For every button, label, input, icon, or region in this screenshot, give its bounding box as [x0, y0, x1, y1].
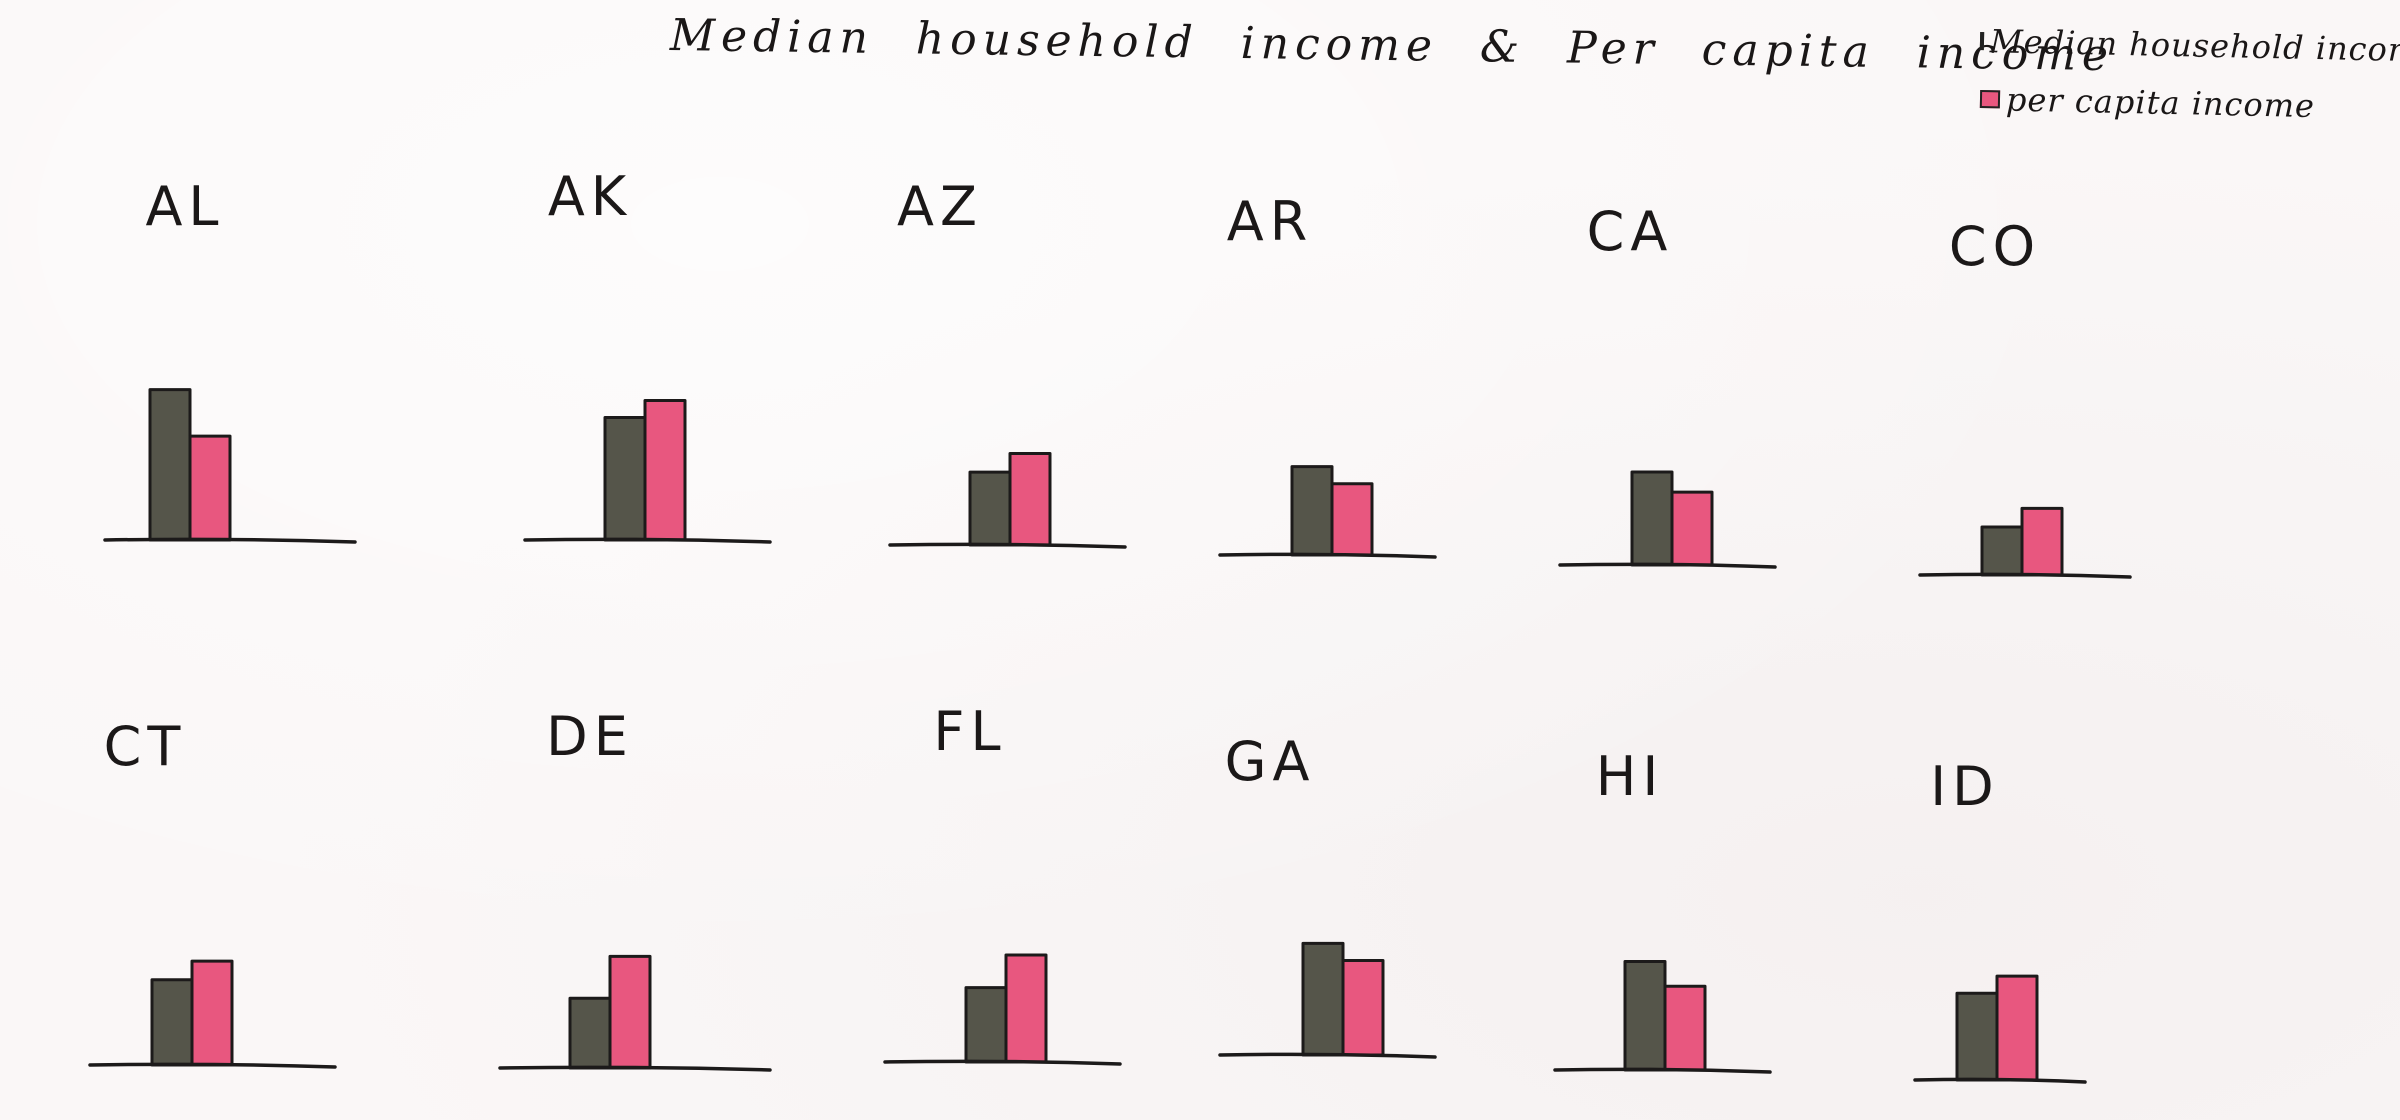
bar-co-per-capita: [2020, 506, 2064, 577]
panel-label-ga: GA: [1225, 730, 1316, 793]
bar-de-per-capita: [608, 954, 652, 1070]
panel-ca: CA: [1558, 200, 1777, 569]
bar-ct-per-capita: [190, 959, 234, 1067]
bar-az-median: [968, 470, 1012, 547]
panel-al: AL: [103, 175, 357, 544]
bar-ar-median: [1290, 465, 1334, 557]
panel-de: DE: [498, 705, 772, 1072]
panel-label-ar: AR: [1227, 190, 1313, 253]
bar-de-median: [568, 996, 612, 1070]
baseline-al: [103, 537, 357, 544]
bar-id-median: [1955, 991, 1999, 1082]
baseline-ct: [88, 1062, 337, 1069]
baseline-id: [1913, 1077, 2087, 1084]
panel-label-az: AZ: [897, 175, 983, 238]
panel-id: ID: [1913, 755, 2087, 1084]
baseline-ga: [1218, 1052, 1437, 1059]
panel-label-al: AL: [145, 175, 224, 238]
panel-label-ct: CT: [104, 715, 187, 778]
bar-ga-per-capita: [1341, 958, 1385, 1057]
panel-label-ca: CA: [1587, 200, 1674, 263]
bar-hi-median: [1623, 960, 1667, 1072]
bar-ga-median: [1301, 941, 1345, 1057]
bar-fl-per-capita: [1004, 953, 1048, 1064]
bar-hi-per-capita: [1663, 984, 1707, 1072]
panel-ct: CT: [88, 715, 337, 1069]
panel-label-ak: AK: [548, 165, 632, 228]
bar-fl-median: [964, 986, 1008, 1064]
panel-label-hi: HI: [1596, 745, 1665, 808]
panel-label-co: CO: [1949, 215, 2041, 278]
panel-ar: AR: [1218, 190, 1437, 559]
panel-ga: GA: [1218, 730, 1437, 1059]
bar-id-per-capita: [1995, 974, 2039, 1082]
bar-ca-median: [1630, 470, 1674, 567]
baseline-de: [498, 1065, 772, 1072]
baseline-co: [1918, 572, 2132, 579]
bar-ar-per-capita: [1330, 482, 1374, 557]
panel-label-id: ID: [1930, 755, 2000, 818]
baseline-ar: [1218, 552, 1437, 559]
bar-co-median: [1980, 525, 2024, 577]
panel-label-de: DE: [546, 705, 634, 768]
bar-ca-per-capita: [1670, 490, 1714, 567]
panel-az: AZ: [888, 175, 1127, 549]
panel-label-fl: FL: [933, 700, 1006, 763]
bar-az-per-capita: [1008, 452, 1052, 547]
panel-ak: AK: [523, 165, 772, 544]
bar-ak-per-capita: [643, 399, 687, 542]
baseline-ak: [523, 537, 772, 544]
bar-ak-median: [603, 416, 647, 542]
baseline-ca: [1558, 562, 1777, 569]
panel-hi: HI: [1553, 745, 1772, 1074]
baseline-fl: [883, 1059, 1122, 1066]
panel-co: CO: [1918, 215, 2132, 579]
bar-ct-median: [150, 978, 194, 1067]
panel-fl: FL: [883, 700, 1122, 1066]
baseline-hi: [1553, 1067, 1772, 1074]
baseline-az: [888, 542, 1127, 549]
bar-al-per-capita: [188, 434, 232, 542]
bar-al-median: [148, 388, 192, 542]
